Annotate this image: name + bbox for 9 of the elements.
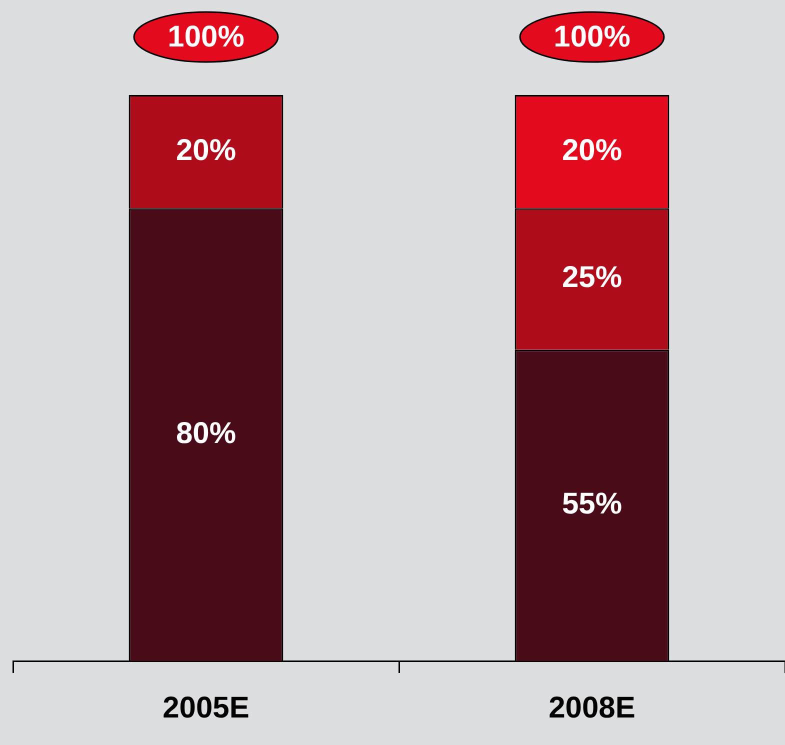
total-label: 100% xyxy=(168,20,244,54)
data-label: 20% xyxy=(562,134,622,167)
x-tick-label: 2005E xyxy=(162,691,250,724)
data-label: 25% xyxy=(562,261,622,294)
data-label: 80% xyxy=(176,416,236,450)
data-label: 20% xyxy=(176,134,236,167)
data-label: 55% xyxy=(562,488,622,521)
total-label: 100% xyxy=(554,20,630,54)
x-tick-label: 2008E xyxy=(548,691,636,724)
